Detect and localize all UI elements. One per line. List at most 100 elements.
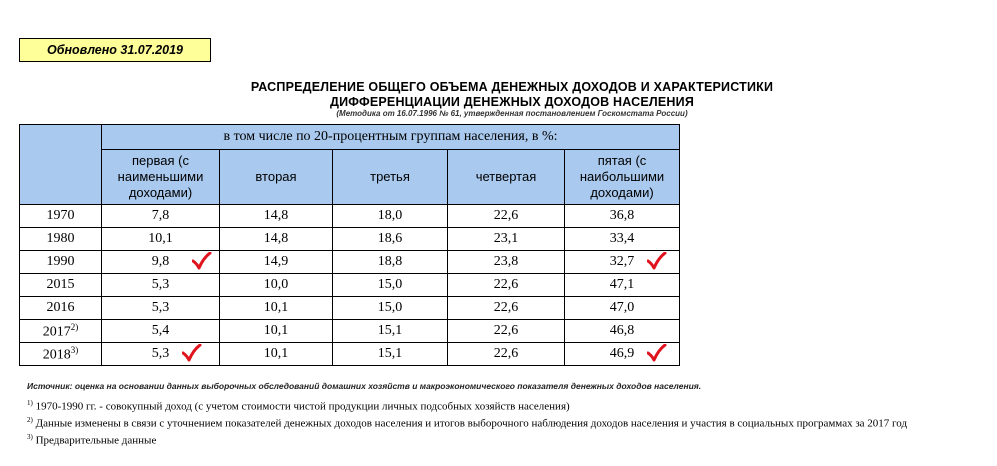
year-header-cell [19, 124, 102, 205]
cell-value: 15,1 [377, 346, 403, 361]
year-value: 1980 [46, 231, 75, 246]
footnote-marker: 3) [70, 344, 79, 355]
value-cell: 10,1 [219, 319, 333, 343]
value-cell: 14,8 [219, 227, 333, 251]
year-cell: 20172) [19, 319, 102, 343]
column-header-line: доходами) [128, 185, 193, 200]
cell-value: 22,6 [493, 346, 519, 361]
footnote-1: 1) 1970-1990 гг. - совокупный доход (с у… [27, 399, 570, 413]
value-cell: 5,4 [101, 319, 220, 343]
cell-value: 18,8 [377, 254, 403, 269]
column-header-first: первая (с наименьшими доходами) [101, 149, 220, 205]
footnote-2: 2) Данные изменены в связи с уточнением … [27, 416, 907, 430]
column-header-fourth: четвертая [447, 149, 565, 205]
column-header-second: вторая [219, 149, 333, 205]
value-cell: 22,6 [447, 296, 565, 320]
cell-value: 32,7 [609, 254, 635, 269]
value-cell: 15,0 [332, 296, 448, 320]
updated-date-label: Обновлено 31.07.2019 [19, 38, 211, 62]
footnote-marker: 2) [27, 416, 33, 424]
cell-value: 10,1 [263, 346, 289, 361]
red-checkmark-icon [192, 252, 212, 270]
table-row: 2015 5,3 10,0 15,0 22,6 47,1 [19, 273, 680, 297]
value-cell: 22,6 [447, 319, 565, 343]
red-checkmark-icon [182, 344, 202, 362]
value-cell: 7,8 [101, 204, 220, 228]
value-cell: 5,3 [101, 342, 220, 366]
column-header-line: первая (с [132, 153, 189, 168]
cell-value: 23,8 [493, 254, 519, 269]
cell-value: 46,9 [609, 346, 635, 361]
table-title-line-2: ДИФФЕРЕНЦИАЦИИ ДЕНЕЖНЫХ ДОХОДОВ НАСЕЛЕНИ… [329, 95, 695, 109]
cell-value: 5,4 [151, 323, 170, 338]
value-cell: 18,0 [332, 204, 448, 228]
value-cell: 46,9 [564, 342, 680, 366]
year-value: 1990 [46, 254, 75, 269]
year-cell: 1990 [19, 250, 102, 274]
cell-value: 47,0 [609, 300, 635, 315]
value-cell: 5,3 [101, 296, 220, 320]
year-cell: 2016 [19, 296, 102, 320]
year-cell: 1970 [19, 204, 102, 228]
footnote-text: Предварительные данные [32, 434, 157, 447]
column-header-fifth: пятая (с наибольшими доходами) [564, 149, 680, 205]
value-cell: 33,4 [564, 227, 680, 251]
year-value: 1970 [46, 208, 75, 223]
cell-value: 10,1 [148, 231, 173, 246]
value-cell: 22,6 [447, 342, 565, 366]
year-cell: 2015 [19, 273, 102, 297]
cell-value: 5,3 [151, 346, 170, 361]
cell-value: 33,4 [609, 231, 635, 246]
cell-value: 18,6 [377, 231, 403, 246]
value-cell: 23,8 [447, 250, 565, 274]
column-header-line: наибольшими [579, 169, 665, 184]
value-cell: 10,1 [101, 227, 220, 251]
income-distribution-table: в том числе по 20-процентным группам нас… [19, 124, 680, 366]
value-cell: 9,8 [101, 250, 220, 274]
cell-value: 46,8 [609, 323, 635, 338]
column-header-line: наименьшими [117, 169, 204, 184]
red-checkmark-icon [647, 344, 667, 362]
cell-value: 14,9 [263, 254, 289, 269]
group-header: в том числе по 20-процентным группам нас… [101, 124, 680, 150]
footnote-3: 3) Предварительные данные [27, 433, 156, 447]
value-cell: 47,0 [564, 296, 680, 320]
cell-value: 9,8 [151, 254, 170, 269]
column-header-line: третья [370, 169, 410, 184]
value-cell: 46,8 [564, 319, 680, 343]
cell-value: 5,3 [151, 277, 170, 292]
column-header-line: доходами) [590, 185, 654, 200]
table-row: 1980 10,1 14,8 18,6 23,1 33,4 [19, 227, 680, 251]
value-cell: 23,1 [447, 227, 565, 251]
cell-value: 10,0 [263, 277, 289, 292]
value-cell: 18,6 [332, 227, 448, 251]
cell-value: 10,1 [263, 323, 289, 338]
cell-value: 7,8 [151, 208, 170, 223]
cell-value: 36,8 [609, 208, 635, 223]
table-row: 1990 9,8 14,9 18,8 23,8 32,7 [19, 250, 680, 274]
table-row: 1970 7,8 14,8 18,0 22,6 36,8 [19, 204, 680, 228]
value-cell: 10,0 [219, 273, 333, 297]
column-header-line: вторая [255, 169, 297, 184]
value-cell: 15,0 [332, 273, 448, 297]
value-cell: 47,1 [564, 273, 680, 297]
cell-value: 15,0 [377, 300, 403, 315]
year-cell: 1980 [19, 227, 102, 251]
cell-value: 23,1 [493, 231, 519, 246]
cell-value: 22,6 [493, 300, 519, 315]
source-note: Источник: оценка на основании данных выб… [27, 381, 702, 391]
cell-value: 22,6 [493, 277, 519, 292]
value-cell: 18,8 [332, 250, 448, 274]
cell-value: 18,0 [377, 208, 403, 223]
value-cell: 22,6 [447, 273, 565, 297]
cell-value: 47,1 [609, 277, 635, 292]
year-value: 2017 [42, 324, 71, 340]
year-cell: 20183) [19, 342, 102, 366]
footnote-marker: 1) [27, 399, 33, 407]
column-header-third: третья [332, 149, 448, 205]
table-row: 20183) 5,3 10,1 15,1 22,6 46,9 [19, 342, 680, 366]
methodology-note: (Методика от 16.07.1996 № 61, утвержденн… [336, 109, 688, 118]
value-cell: 32,7 [564, 250, 680, 274]
value-cell: 10,1 [219, 342, 333, 366]
value-cell: 22,6 [447, 204, 565, 228]
